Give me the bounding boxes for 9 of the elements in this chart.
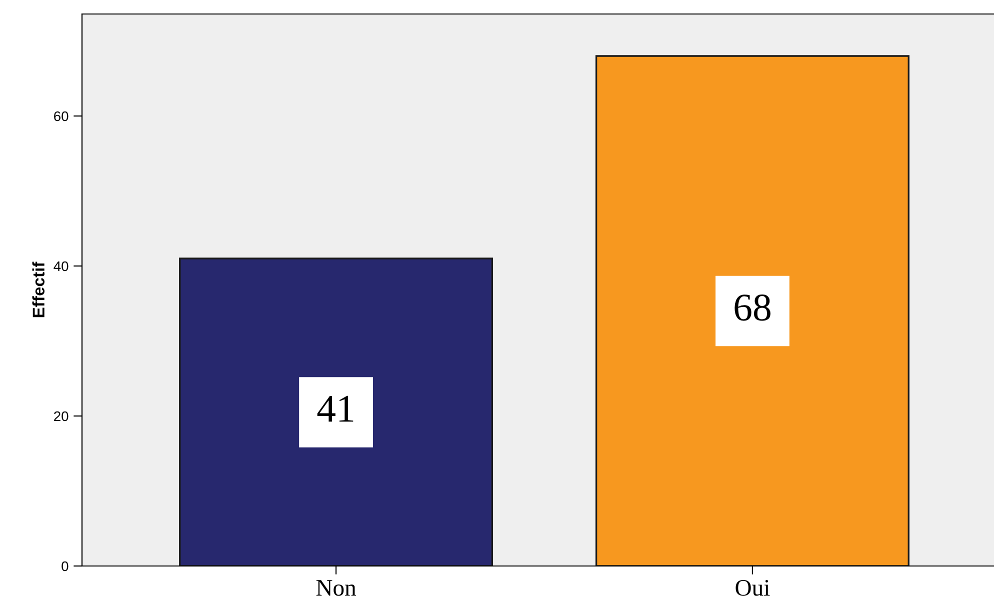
x-tick-label: Oui	[736, 580, 770, 596]
y-tick-label: 20	[54, 411, 68, 422]
data-label: 68	[734, 294, 770, 321]
y-tick-label: 0	[62, 561, 68, 572]
x-tick-label: Non	[316, 580, 356, 596]
data-label: 41	[317, 396, 354, 422]
y-tick-label: 60	[54, 111, 68, 122]
y-tick-label: 40	[54, 261, 68, 272]
y-axis-title: Effectif	[32, 262, 45, 318]
